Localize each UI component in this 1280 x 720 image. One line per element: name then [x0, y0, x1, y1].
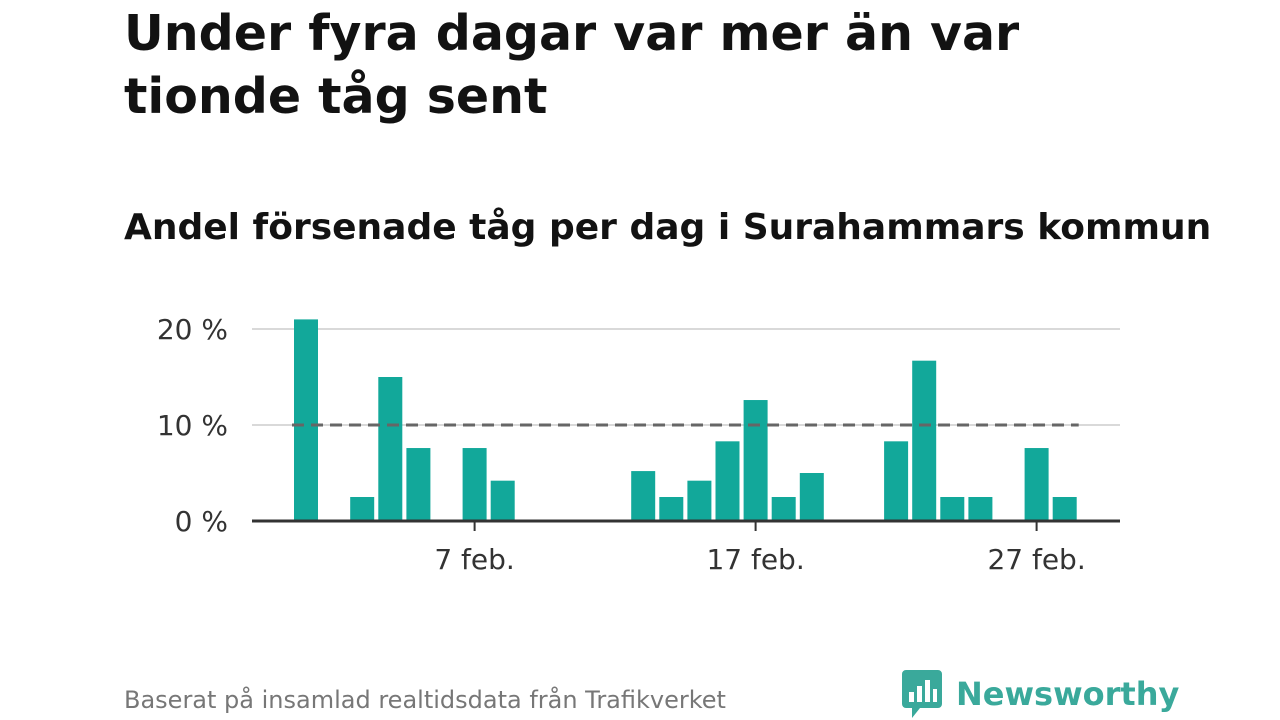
bars [294, 319, 1077, 521]
bar [940, 497, 965, 521]
bar-chart: 0 % 10 % 20 % 7 feb. 17 feb. 27 feb. [157, 313, 1120, 576]
bar [659, 497, 684, 521]
y-tick-label: 0 % [175, 505, 228, 538]
chart-title: Under fyra dagar var mer än var tionde t… [124, 5, 1020, 125]
bar [687, 480, 712, 521]
source-note: Baserat på insamlad realtidsdata från Tr… [124, 686, 726, 714]
bar [631, 471, 656, 521]
y-tick-label: 20 % [157, 313, 228, 346]
bar-chart-speech-icon [902, 670, 942, 718]
chart-subtitle: Andel försenade tåg per dag i Surahammar… [124, 207, 1212, 248]
bar [350, 497, 375, 521]
bar [294, 319, 318, 521]
brand-logo: Newsworthy [902, 670, 1179, 718]
bar [771, 497, 796, 521]
y-tick-label: 10 % [157, 409, 228, 442]
x-tick-label: 27 feb. [987, 543, 1085, 576]
x-tick-label: 17 feb. [706, 543, 804, 576]
axes: 0 % 10 % 20 % 7 feb. 17 feb. 27 feb. [157, 313, 1120, 576]
bar [462, 448, 487, 521]
bar [968, 497, 993, 521]
bar [1024, 448, 1049, 521]
x-tick-label: 7 feb. [434, 543, 514, 576]
bar [884, 441, 909, 521]
bar [912, 360, 937, 521]
bar [1052, 497, 1077, 521]
bar [406, 448, 431, 521]
bar [378, 377, 403, 521]
bar [743, 400, 768, 521]
brand-name: Newsworthy [956, 675, 1180, 713]
bar [799, 473, 824, 521]
bar [715, 441, 740, 521]
bar [490, 480, 515, 521]
